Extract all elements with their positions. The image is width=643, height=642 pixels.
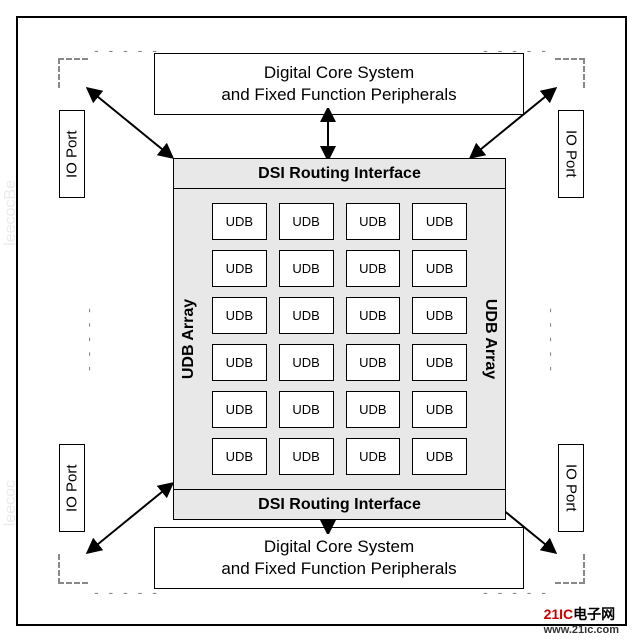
io-port-top-right: IO Port (558, 110, 584, 198)
udb-grid: UDB UDB UDB UDB UDB UDB UDB UDB UDB UDB UDB UDB UDB U… (206, 197, 473, 481)
udb-cell: UDB (412, 344, 467, 381)
ellipsis-left: - - - - - (83, 308, 99, 374)
udb-cell: UDB (346, 250, 401, 287)
udb-cell: UDB (346, 391, 401, 428)
udb-cell: UDB (279, 203, 334, 240)
udb-cell: UDB (212, 250, 267, 287)
udb-cell: UDB (212, 297, 267, 334)
ellipsis-right: - - - - - (544, 308, 560, 374)
udb-cell: UDB (346, 438, 401, 475)
arrow-top (318, 108, 338, 160)
arrow-tl (86, 86, 176, 161)
udb-cell: UDB (412, 297, 467, 334)
arrow-bl (86, 481, 176, 556)
udb-cell: UDB (279, 344, 334, 381)
ellipsis-tl: - - - - - (94, 42, 160, 58)
watermark-logo: 21IC (544, 606, 574, 622)
watermark: 21IC电子网 www.21ic.com (544, 604, 619, 636)
arrow-tr (467, 86, 557, 161)
dsi-routing-top: DSI Routing Interface (174, 159, 505, 189)
diagram-frame: - - - - - - - - - - - - - - - - - - - - … (16, 16, 627, 626)
udb-cell: UDB (412, 438, 467, 475)
io-port-bottom-right: IO Port (558, 444, 584, 532)
udb-cell: UDB (346, 297, 401, 334)
udb-cell: UDB (279, 297, 334, 334)
corner-bracket-bl (58, 554, 88, 584)
udb-cell: UDB (346, 203, 401, 240)
corner-bracket-tl (58, 58, 88, 88)
udb-cell: UDB (279, 250, 334, 287)
watermark-url: www.21ic.com (544, 624, 619, 636)
corner-bracket-br (555, 554, 585, 584)
io-port-bottom-left: IO Port (59, 444, 85, 532)
udb-cell: UDB (212, 438, 267, 475)
udb-array-label-left: UDB Array (180, 299, 198, 379)
udb-cell: UDB (412, 203, 467, 240)
io-port-top-left: IO Port (59, 110, 85, 198)
faint-watermark-2: leecoc (2, 480, 20, 526)
dc-bot-line2: and Fixed Function Peripherals (155, 558, 523, 580)
udb-cell: UDB (412, 250, 467, 287)
udb-cell: UDB (279, 391, 334, 428)
faint-watermark-1: leecocBe (2, 180, 20, 246)
udb-center-block: DSI Routing Interface DSI Routing Interf… (173, 158, 506, 520)
dsi-routing-bottom: DSI Routing Interface (174, 489, 505, 519)
udb-cell: UDB (412, 391, 467, 428)
dc-top-line1: Digital Core System (155, 62, 523, 84)
udb-cell: UDB (346, 344, 401, 381)
udb-cell: UDB (279, 438, 334, 475)
udb-cell: UDB (212, 203, 267, 240)
udb-array-label-right: UDB Array (481, 299, 499, 379)
watermark-subtitle: 电子网 (573, 606, 615, 622)
udb-cell: UDB (212, 344, 267, 381)
ellipsis-bl: - - - - - (94, 584, 160, 600)
corner-bracket-tr (555, 58, 585, 88)
udb-cell: UDB (212, 391, 267, 428)
